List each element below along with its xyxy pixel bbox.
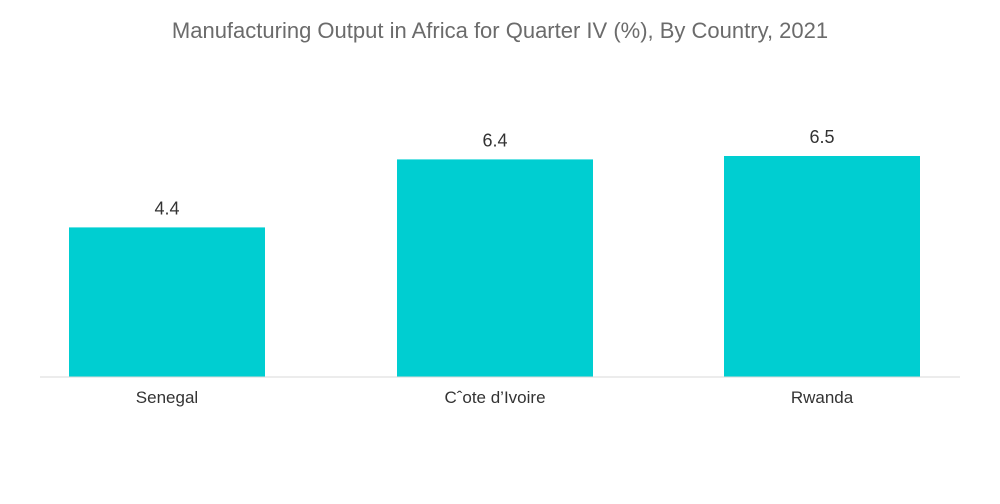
- data-label-2: 6.5: [809, 127, 834, 147]
- category-labels-group: Senegal Cˆote d’Ivoire Rwanda: [136, 388, 854, 407]
- category-label-2: Rwanda: [791, 388, 854, 407]
- category-label-0: Senegal: [136, 388, 198, 407]
- bar-0: [69, 227, 265, 377]
- bar-2: [724, 156, 920, 377]
- data-label-0: 4.4: [154, 198, 179, 218]
- chart-title: Manufacturing Output in Africa for Quart…: [171, 18, 829, 43]
- value-labels-group: 4.4 6.4 6.5: [154, 127, 834, 218]
- category-label-1: Cˆote d’Ivoire: [444, 388, 545, 407]
- bars-group: [69, 156, 920, 377]
- bar-1: [397, 159, 593, 377]
- data-label-1: 6.4: [482, 130, 507, 150]
